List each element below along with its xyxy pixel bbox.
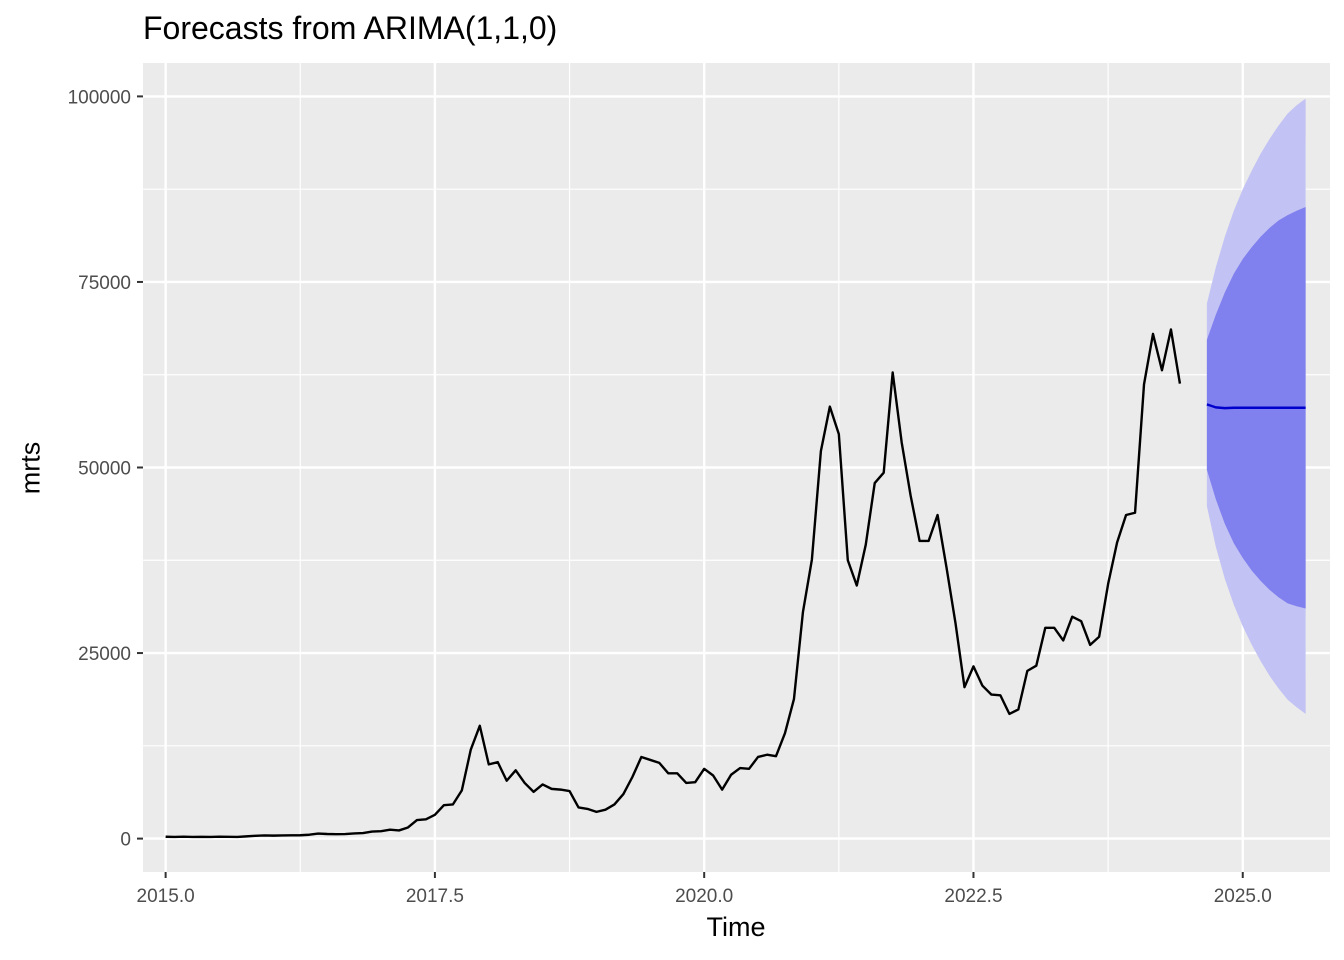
x-tick-label: 2025.0 bbox=[1214, 886, 1272, 907]
forecast-mean-line bbox=[1206, 403, 1306, 410]
x-tick-label: 2015.0 bbox=[137, 886, 195, 907]
y-axis-label: mrts bbox=[15, 441, 46, 495]
y-tick-label: 50000 bbox=[78, 459, 131, 480]
x-tick-label: 2020.0 bbox=[675, 886, 733, 907]
x-tick-label: 2022.5 bbox=[944, 886, 1002, 907]
observed-series-line bbox=[165, 328, 1182, 839]
major-gridlines bbox=[143, 63, 1330, 872]
series-lines bbox=[165, 328, 1306, 839]
x-tick-label: 2017.5 bbox=[406, 886, 464, 907]
y-tick-label: 100000 bbox=[68, 87, 131, 108]
y-tick-label: 75000 bbox=[78, 273, 131, 294]
chart-title: Forecasts from ARIMA(1,1,0) bbox=[143, 10, 558, 46]
y-tick-label: 0 bbox=[120, 830, 131, 851]
y-tick-label: 25000 bbox=[78, 644, 131, 665]
axes: 2015.0 2017.5 2020.0 2022.5 2025.0 0 25000 5000… bbox=[68, 87, 1272, 907]
x-axis-label: Time bbox=[706, 912, 766, 942]
